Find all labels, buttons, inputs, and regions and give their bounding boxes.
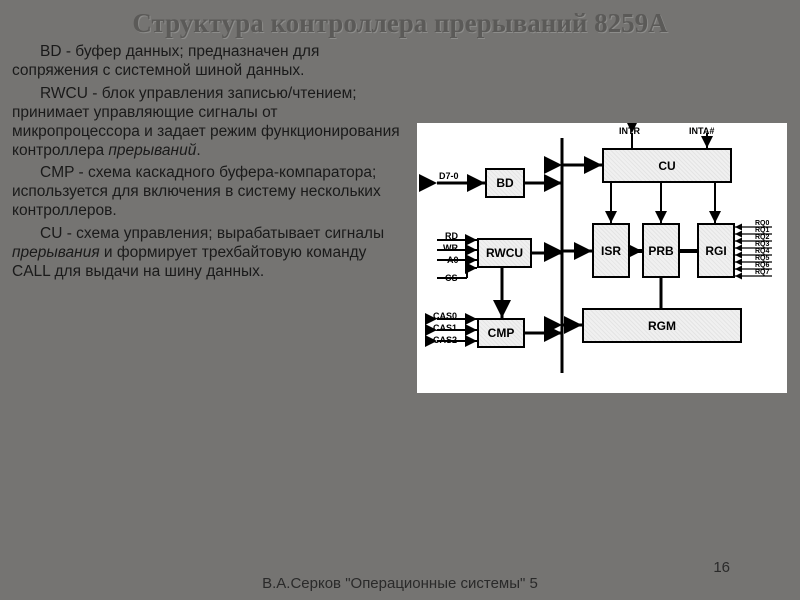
- block-rgm: RGM: [582, 308, 742, 343]
- pin-d7-0: D7-0: [439, 171, 459, 181]
- block-prb: PRB: [642, 223, 680, 278]
- diagram-column: BD RWCU CMP CU ISR PRB RGI RGM D7-0 RD W…: [407, 43, 777, 393]
- para-cmp: CMP - схема каскадного буфера-компаратор…: [12, 164, 407, 221]
- slide-title: Структура контроллера прерываний 8259А: [0, 0, 800, 39]
- pin-rq6: RQ6: [755, 262, 769, 269]
- footer-credit: В.А.Серков "Операционные системы" 5: [0, 575, 800, 592]
- para-rwcu: RWCU - блок управления записью/чтением; …: [12, 85, 407, 161]
- para-rwcu-a: RWCU - блок управления записью/чтением; …: [12, 85, 400, 159]
- pin-rq3: RQ3: [755, 241, 769, 248]
- pin-cs: CS: [445, 273, 458, 283]
- block-diagram: BD RWCU CMP CU ISR PRB RGI RGM D7-0 RD W…: [417, 123, 787, 393]
- para-cu: CU - схема управления; вырабатывает сигн…: [12, 225, 407, 282]
- pin-rq0: RQ0: [755, 220, 769, 227]
- block-cu: CU: [602, 148, 732, 183]
- pin-rq7: RQ7: [755, 269, 769, 276]
- para-rwcu-i: прерываний: [108, 142, 196, 159]
- pin-rq1: RQ1: [755, 227, 769, 234]
- pin-rq4: RQ4: [755, 248, 769, 255]
- pin-rd: RD: [445, 231, 458, 241]
- content-row: BD - буфер данных; предназначен для сопр…: [0, 39, 800, 393]
- pin-intr: INTR: [619, 126, 640, 136]
- block-cmp: CMP: [477, 318, 525, 348]
- page-number: 16: [713, 559, 730, 576]
- pin-wr: WR: [443, 243, 458, 253]
- block-isr: ISR: [592, 223, 630, 278]
- pin-cas1: CAS1: [433, 323, 457, 333]
- para-bd: BD - буфер данных; предназначен для сопр…: [12, 43, 407, 81]
- pin-inta: INTA#: [689, 126, 714, 136]
- text-column: BD - буфер данных; предназначен для сопр…: [12, 43, 407, 393]
- block-rgi: RGI: [697, 223, 735, 278]
- pin-cas0: CAS0: [433, 311, 457, 321]
- para-cu-i: прерывания: [12, 244, 100, 261]
- para-rwcu-b: .: [196, 142, 200, 159]
- block-bd: BD: [485, 168, 525, 198]
- para-cu-a: CU - схема управления; вырабатывает сигн…: [40, 225, 384, 242]
- block-rwcu: RWCU: [477, 238, 532, 268]
- pin-a0: A0: [447, 255, 459, 265]
- pin-cas2: CAS2: [433, 335, 457, 345]
- pin-rq2: RQ2: [755, 234, 769, 241]
- pin-rq5: RQ5: [755, 255, 769, 262]
